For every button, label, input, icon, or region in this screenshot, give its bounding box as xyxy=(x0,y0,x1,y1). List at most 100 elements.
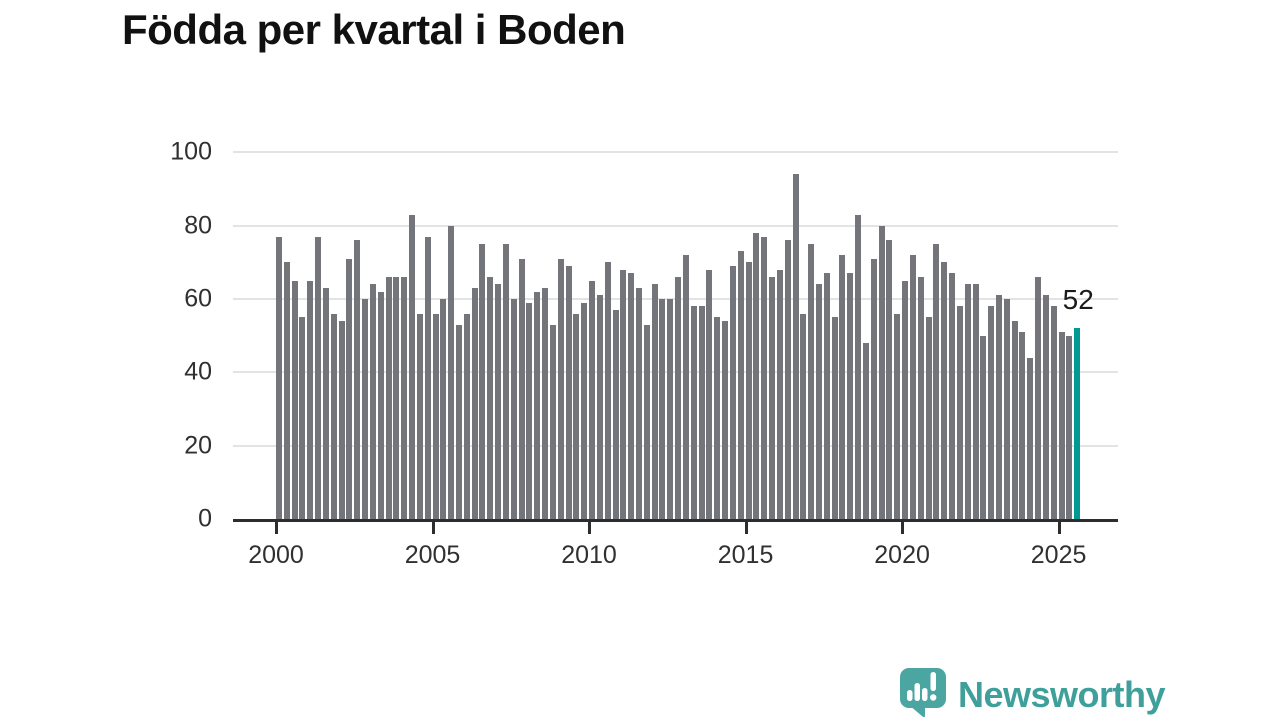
bar xyxy=(972,284,979,519)
bar xyxy=(761,236,768,519)
bar xyxy=(354,240,361,519)
bar xyxy=(315,236,322,519)
bar xyxy=(941,262,948,519)
newsworthy-logo: Newsworthy xyxy=(898,666,1166,723)
bar xyxy=(808,243,815,519)
bar xyxy=(432,313,439,519)
bar xyxy=(855,214,862,519)
bar xyxy=(612,309,619,519)
bar xyxy=(589,280,596,519)
x-axis-tick-label: 2025 xyxy=(1030,541,1087,569)
bar xyxy=(862,342,869,519)
x-axis-tick-label: 2000 xyxy=(248,541,304,569)
bar xyxy=(448,225,455,519)
bar xyxy=(964,284,971,519)
newsworthy-wordmark: Newsworthy xyxy=(958,673,1166,715)
bar xyxy=(729,265,736,519)
x-axis-tick-label: 2010 xyxy=(561,541,617,569)
bar xyxy=(675,276,682,519)
bar xyxy=(925,317,932,519)
bar xyxy=(440,298,447,519)
bar xyxy=(1027,357,1034,519)
bar xyxy=(784,240,791,519)
bar xyxy=(995,295,1002,519)
bar xyxy=(792,174,799,519)
bar xyxy=(769,276,776,519)
bar xyxy=(1066,335,1073,519)
bar xyxy=(823,273,830,519)
y-axis-tick-label: 40 xyxy=(184,357,212,386)
y-axis-tick-label: 20 xyxy=(184,431,212,460)
bar xyxy=(542,287,549,519)
bar xyxy=(565,265,572,519)
bar xyxy=(870,258,877,519)
bar xyxy=(487,276,494,519)
bar xyxy=(956,306,963,519)
bar xyxy=(573,313,580,519)
bar xyxy=(894,313,901,519)
bar xyxy=(815,284,822,519)
x-axis-tick xyxy=(275,521,278,534)
y-axis-tick-label: 80 xyxy=(184,211,212,240)
bar xyxy=(698,306,705,519)
bar xyxy=(690,306,697,519)
bar xyxy=(385,276,392,519)
bar xyxy=(831,317,838,519)
bar xyxy=(526,302,533,519)
bar xyxy=(455,324,462,519)
bar xyxy=(706,269,713,519)
bar xyxy=(878,225,885,519)
x-axis-tick xyxy=(901,521,905,534)
highlight-value-label: 52 xyxy=(1062,284,1094,315)
chart-title: Födda per kvartal i Boden xyxy=(122,6,626,53)
bar xyxy=(401,276,408,519)
bar xyxy=(988,306,995,519)
bar xyxy=(1011,320,1018,519)
bar xyxy=(322,287,329,519)
highlighted-bar xyxy=(1074,328,1081,519)
bar xyxy=(409,214,416,519)
bar xyxy=(291,280,298,519)
bar xyxy=(283,262,290,519)
bar xyxy=(1035,276,1042,519)
bar xyxy=(330,313,337,519)
bar xyxy=(917,276,924,519)
bar xyxy=(1003,298,1010,519)
bar xyxy=(307,280,314,519)
bar xyxy=(909,254,916,519)
bar xyxy=(604,262,611,519)
bar xyxy=(635,287,642,519)
bar xyxy=(1019,331,1026,519)
y-axis-tick-label: 100 xyxy=(170,137,212,166)
gridline-y100 xyxy=(233,151,1118,154)
bar xyxy=(659,298,666,519)
bar xyxy=(471,287,478,519)
bar xyxy=(839,254,846,519)
x-axis-tick-label: 2015 xyxy=(717,541,774,569)
y-axis-tick-label: 60 xyxy=(184,284,212,313)
bar xyxy=(495,284,502,519)
x-axis-tick-label: 2020 xyxy=(874,541,930,569)
x-axis-line xyxy=(233,518,1118,522)
bar xyxy=(902,280,909,519)
bar xyxy=(369,284,376,519)
bar xyxy=(581,302,588,519)
bar xyxy=(800,313,807,519)
bar xyxy=(949,273,956,519)
bar xyxy=(393,276,400,519)
bar xyxy=(463,313,470,519)
bar xyxy=(549,324,556,519)
x-axis-tick xyxy=(744,521,748,534)
bar xyxy=(596,295,603,519)
bar xyxy=(620,269,627,519)
x-axis-tick xyxy=(1057,521,1061,534)
bar xyxy=(667,298,674,519)
bar xyxy=(510,298,517,519)
bar xyxy=(847,273,854,519)
bar xyxy=(886,240,893,519)
bar xyxy=(338,320,345,519)
bar xyxy=(722,320,729,519)
bar xyxy=(362,298,369,519)
bar xyxy=(377,291,384,519)
